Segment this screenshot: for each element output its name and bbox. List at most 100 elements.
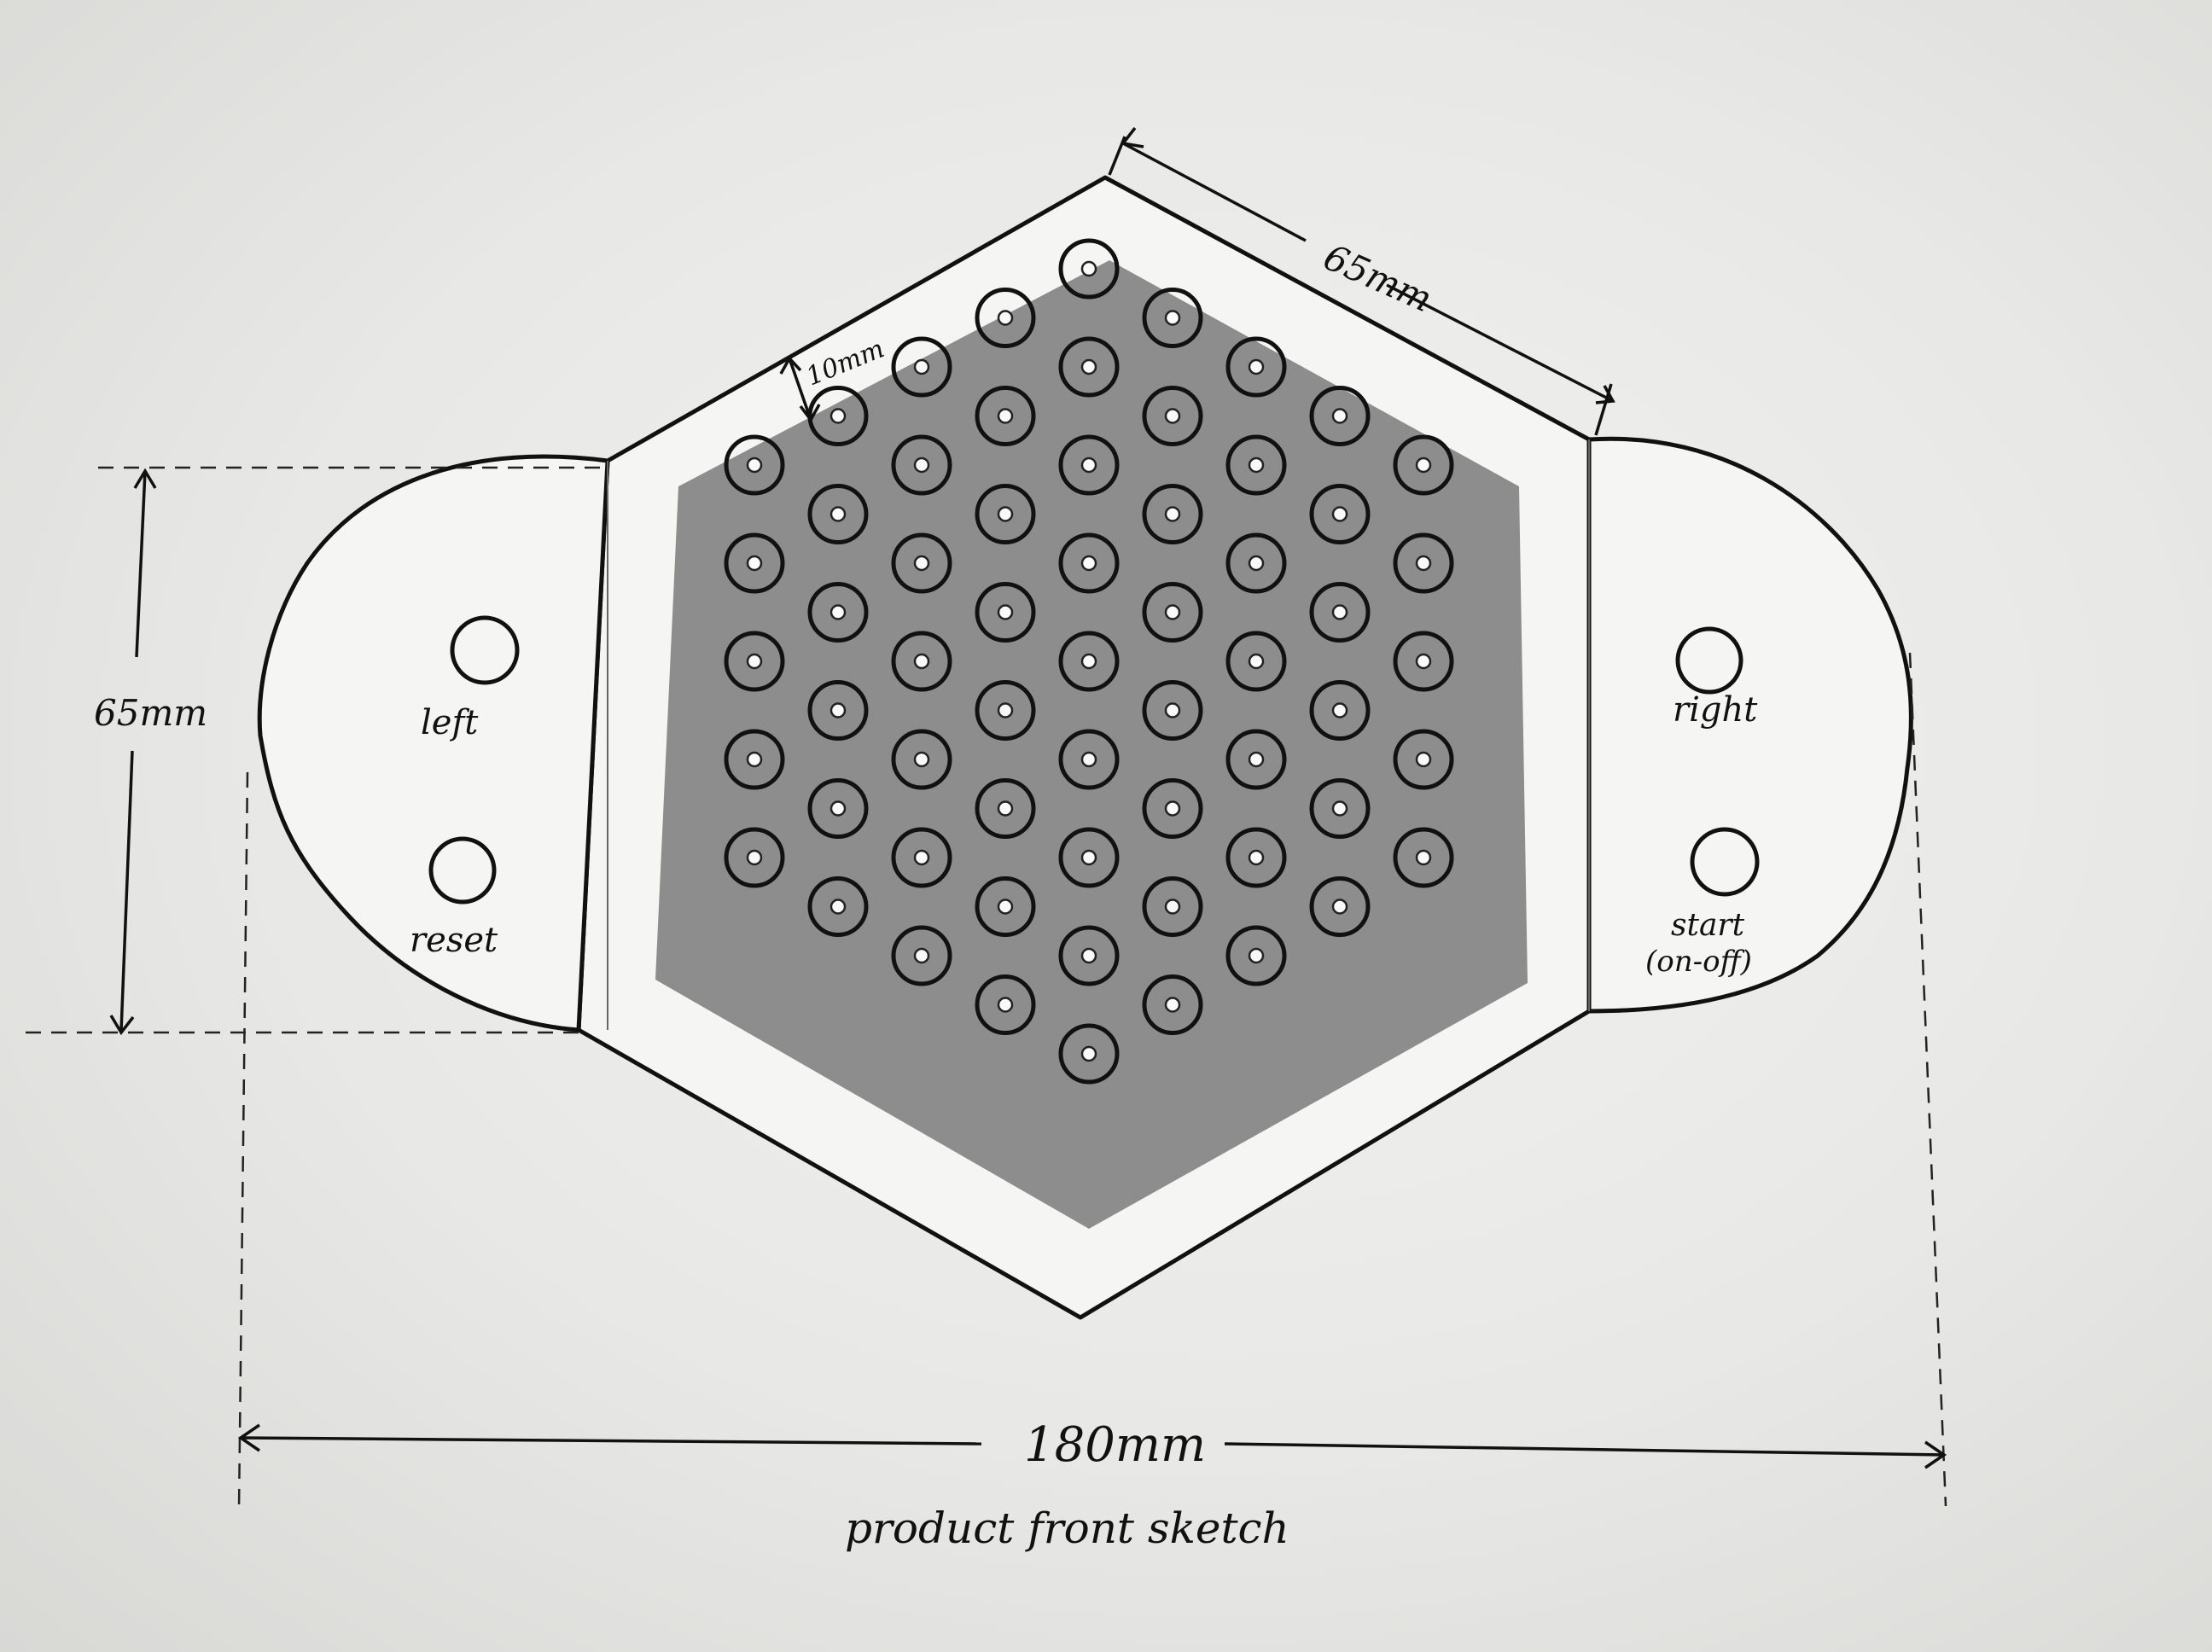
- led-array: [724, 238, 1454, 1085]
- left-ear: [257, 454, 610, 1032]
- led-center-dot: [1248, 653, 1265, 670]
- led-center-dot: [913, 555, 930, 572]
- led-center-dot: [746, 849, 763, 866]
- height-dim-line-bottom: [119, 750, 134, 1032]
- led-ring: [1142, 386, 1203, 446]
- led-ring: [1142, 582, 1203, 643]
- reset-button[interactable]: [428, 836, 497, 905]
- led-ring: [891, 925, 952, 986]
- led-ring: [1058, 631, 1120, 692]
- led-ring: [975, 680, 1036, 741]
- led-center-dot: [997, 310, 1014, 326]
- border-dim-arrow-bottom: [799, 404, 821, 423]
- led-ring: [1142, 876, 1203, 937]
- led-ring: [891, 827, 952, 888]
- led-center-dot: [1331, 408, 1348, 424]
- height-dimension: 65mm: [26, 466, 602, 1036]
- led-ring: [724, 729, 785, 790]
- led-center-dot: [746, 653, 763, 670]
- led-ring: [1058, 434, 1120, 496]
- border-dim-arrow-top: [779, 356, 802, 375]
- led-center-dot: [913, 849, 930, 866]
- start-label: start: [1671, 908, 1745, 943]
- led-center-dot: [997, 997, 1014, 1013]
- led-ring: [1309, 582, 1371, 643]
- led-center-dot: [1164, 604, 1181, 620]
- led-ring: [975, 876, 1036, 937]
- led-ring: [724, 434, 785, 496]
- led-center-dot: [913, 751, 930, 768]
- top-dim-line-right: [1386, 283, 1614, 403]
- led-center-dot: [1415, 849, 1432, 866]
- left-button[interactable]: [450, 615, 520, 685]
- led-center-dot: [1080, 751, 1097, 768]
- led-center-dot: [997, 800, 1014, 817]
- width-dim-line-left: [240, 1436, 982, 1446]
- led-ring: [807, 876, 869, 937]
- led-ring: [1225, 827, 1287, 888]
- led-center-dot: [1248, 555, 1265, 572]
- width-dimension: 180mm: [237, 652, 1947, 1511]
- led-ring: [1142, 778, 1203, 839]
- led-center-dot: [1331, 604, 1348, 620]
- led-center-dot: [1248, 751, 1265, 768]
- width-dim-line-right: [1224, 1442, 1945, 1457]
- led-center-dot: [1164, 997, 1181, 1013]
- sketch-caption: product front sketch: [845, 1504, 1289, 1553]
- led-ring: [891, 434, 952, 496]
- width-dim-arrow-left: [237, 1423, 260, 1452]
- led-ring: [724, 631, 785, 692]
- led-ring: [1393, 631, 1454, 692]
- led-center-dot: [830, 899, 847, 915]
- led-center-dot: [1080, 457, 1097, 474]
- led-ring: [1225, 729, 1287, 790]
- right-button[interactable]: [1675, 626, 1743, 695]
- right-label: right: [1673, 690, 1758, 730]
- led-ring: [891, 631, 952, 692]
- led-ring: [807, 680, 869, 741]
- led-ring: [975, 288, 1036, 348]
- led-ring: [1309, 680, 1371, 741]
- led-ring: [1058, 336, 1120, 398]
- led-ring: [975, 778, 1036, 839]
- right-ear: [1586, 436, 1913, 1014]
- led-center-dot: [1080, 555, 1097, 572]
- width-dimension-label: 180mm: [1024, 1417, 1206, 1473]
- led-center-dot: [830, 506, 847, 522]
- led-center-dot: [1415, 653, 1432, 670]
- top-dim-line-left: [1122, 142, 1307, 242]
- left-label: left: [421, 703, 479, 742]
- led-ring: [1058, 1023, 1120, 1085]
- control-buttons: [428, 615, 1760, 905]
- led-center-dot: [1080, 1045, 1097, 1062]
- led-ring: [891, 336, 952, 398]
- led-ring: [1393, 729, 1454, 790]
- width-dim-left-extension: [237, 771, 249, 1511]
- led-center-dot: [1248, 457, 1265, 474]
- led-center-dot: [1248, 358, 1265, 375]
- led-ring: [1142, 680, 1203, 741]
- led-center-dot: [1080, 358, 1097, 375]
- border-dim-line: [788, 358, 812, 421]
- led-center-dot: [1415, 555, 1432, 572]
- led-center-dot: [1331, 702, 1348, 718]
- led-center-dot: [1080, 260, 1097, 277]
- led-ring: [1393, 532, 1454, 594]
- led-ring: [1225, 925, 1287, 986]
- led-ring: [1309, 876, 1371, 937]
- led-center-dot: [1164, 899, 1181, 915]
- led-center-dot: [1248, 947, 1265, 964]
- led-center-dot: [830, 800, 847, 817]
- led-center-dot: [830, 702, 847, 718]
- led-ring: [1142, 484, 1203, 544]
- led-ring: [1225, 336, 1287, 398]
- height-dimension-label: 65mm: [94, 692, 207, 734]
- start-button[interactable]: [1690, 827, 1760, 897]
- led-center-dot: [997, 899, 1014, 915]
- led-ring: [1225, 434, 1287, 496]
- led-center-dot: [1164, 506, 1181, 522]
- led-center-dot: [1415, 751, 1432, 768]
- led-center-dot: [997, 604, 1014, 620]
- led-center-dot: [1080, 947, 1097, 964]
